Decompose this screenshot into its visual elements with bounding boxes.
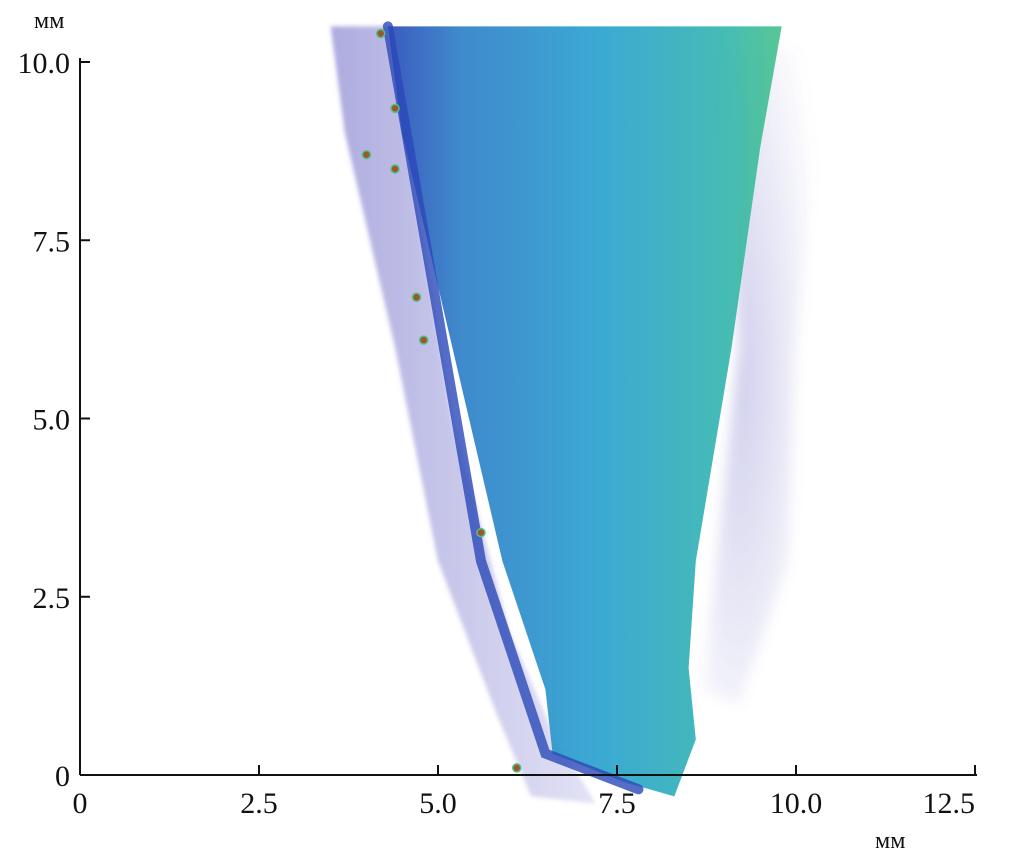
x-tick-label: 5.0	[419, 787, 457, 820]
y-axis-unit-label: мм	[34, 8, 64, 34]
inclusion-spot	[390, 164, 400, 174]
x-axis-unit-label: мм	[875, 828, 905, 854]
x-tick-label: 2.5	[240, 787, 278, 820]
inclusion-spot	[361, 149, 372, 160]
x-axis-ticks: 0 2.5 5.0 7.5 10.0 12.5	[73, 765, 976, 820]
y-axis-ticks: 0 2.5 5.0 7.5 10.0	[18, 47, 90, 793]
y-tick-label: 7.5	[33, 225, 71, 258]
axes: 0 2.5 5.0 7.5 10.0 0 2.5 5.0 7.5 10.0 12.5 мм мм	[18, 8, 977, 854]
inclusion-spot	[512, 763, 522, 773]
inclusion-spots	[361, 28, 522, 773]
inclusion-spot	[418, 335, 429, 345]
outer-halo-region	[330, 26, 596, 804]
inclusion-spot	[476, 527, 486, 538]
inclusion-spot	[390, 103, 400, 114]
y-tick-label: 10.0	[18, 47, 71, 80]
y-tick-label: 2.5	[33, 582, 71, 615]
main-body-region	[387, 26, 782, 797]
inclusion-spot	[411, 292, 422, 303]
inclusion-spot	[375, 28, 386, 39]
edge-band-line	[382, 21, 644, 795]
x-tick-label: 10.0	[770, 787, 823, 820]
volume-rendering	[330, 21, 825, 804]
y-tick-label: 0	[55, 760, 70, 793]
x-tick-label: 7.5	[598, 787, 636, 820]
y-tick-label: 5.0	[33, 404, 71, 437]
x-tick-label: 0	[73, 787, 88, 820]
x-tick-label: 12.5	[923, 787, 976, 820]
